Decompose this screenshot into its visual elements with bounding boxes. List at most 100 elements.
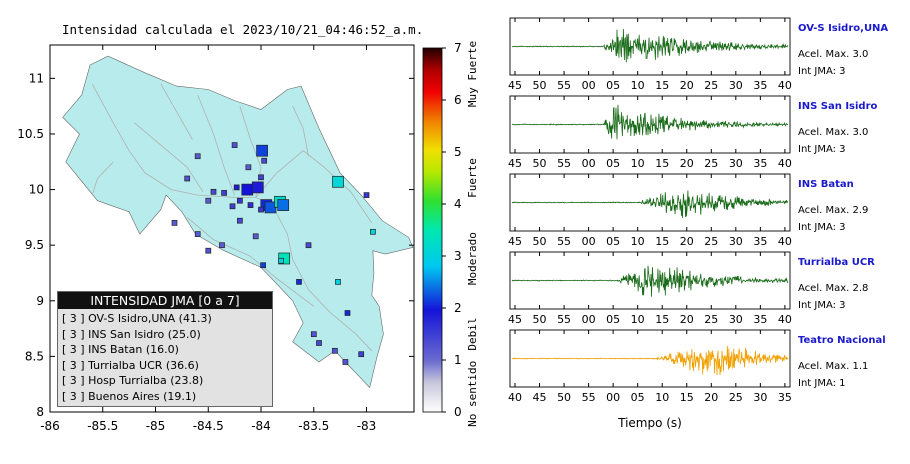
station-marker [332, 175, 344, 188]
legend-item: [ 3 ] Turrialba UCR (36.6) [62, 358, 199, 372]
y-tick-label: 8 [36, 405, 44, 419]
waveform-tick-label: 10 [631, 157, 645, 170]
waveform-tick-label: 10 [631, 313, 645, 326]
waveform-trace [511, 190, 789, 219]
waveform-tick-label: 35 [778, 391, 792, 404]
station-marker [278, 257, 284, 264]
station-name: OV-S Isidro,UNA [798, 23, 889, 34]
colorbar-tick-label: 2 [454, 301, 462, 315]
legend-item: [ 3 ] OV-S Isidro,UNA (41.3) [62, 312, 212, 325]
waveform-tick-label: 00 [582, 313, 596, 326]
waveform-tick-label: 40 [778, 157, 792, 170]
waveform-tick-label: 25 [704, 235, 718, 248]
waveform-tick-label: 45 [533, 391, 547, 404]
waveform-tick-label: 50 [533, 157, 547, 170]
waveform-tick-label: 40 [778, 235, 792, 248]
station-marker [229, 203, 236, 210]
station-max-accel: Acel. Max. 3.0 [798, 127, 869, 138]
waveform-tick-label: 35 [753, 79, 767, 92]
colorbar-label: No sentido [466, 361, 479, 427]
road-line [91, 83, 272, 205]
legend-item: [ 3 ] INS San Isidro (25.0) [62, 327, 201, 341]
waveform-panel: 45 50 55 00 05 10 15 20 25 30 35 40 45 50 55 00 05 10 15 20… [490, 0, 910, 460]
waveform-tick-label: 30 [729, 235, 743, 248]
station-name: Teatro Nacional [798, 335, 886, 346]
waveform-tick-label: 50 [533, 79, 547, 92]
waveform-tick-label: 25 [704, 79, 718, 92]
station-marker [171, 220, 178, 226]
colorbar-ticks: 0 1 2 3 4 5 6 7 [442, 41, 462, 419]
waveform-tick-label: 40 [508, 391, 522, 404]
waveform-tick-label: 05 [631, 391, 645, 404]
station-marker [219, 242, 225, 249]
waveform-tick-label: 20 [680, 313, 694, 326]
waveform-tick-label: 00 [582, 235, 596, 248]
waveform-tick-label: 55 [557, 79, 571, 92]
station-marker [245, 164, 252, 171]
colorbar-tick-label: 0 [454, 405, 462, 419]
station-marker [256, 144, 268, 157]
waveform-tick-label: 15 [655, 157, 669, 170]
station-name: INS Batan [798, 179, 854, 190]
waveform-tick-label: 40 [778, 313, 792, 326]
station-marker [358, 351, 365, 358]
station-marker [342, 359, 349, 365]
station-marker [258, 206, 264, 213]
waveform-tick-label: 55 [557, 235, 571, 248]
waveform-tick-label: 35 [753, 157, 767, 170]
station-marker [296, 279, 302, 285]
station-marker [260, 262, 266, 269]
station-max-accel: Acel. Max. 2.8 [798, 283, 869, 294]
waveform-tick-label: 25 [704, 157, 718, 170]
station-marker [233, 184, 240, 191]
waveform-tick-label: 20 [704, 391, 718, 404]
y-tick-label: 8.5 [25, 349, 44, 363]
waveform-tick-label: 15 [655, 79, 669, 92]
waveform-tick-label: 50 [557, 391, 571, 404]
station-marker [335, 279, 341, 285]
road-line [186, 217, 315, 307]
station-marker [194, 153, 201, 160]
y-tick-label: 10 [29, 183, 44, 197]
y-tick-label: 9.5 [25, 238, 44, 252]
station-marker [231, 142, 238, 148]
waveform-trace [511, 265, 789, 297]
waveform-tick-label: 00 [582, 157, 596, 170]
waveform-tick-label: 15 [680, 391, 694, 404]
station-marker [370, 228, 376, 235]
waveform-tick-label: 45 [508, 235, 522, 248]
waveform-tick-label: 20 [680, 79, 694, 92]
legend-item: [ 3 ] Hosp Turrialba (23.8) [62, 374, 204, 387]
waveform-tick-label: 15 [655, 235, 669, 248]
station-marker [205, 197, 212, 204]
station-marker [310, 331, 317, 338]
station-marker [237, 197, 243, 204]
colorbar-tick-label: 4 [454, 197, 462, 211]
station-marker [194, 231, 201, 237]
waveform-tick-label: 05 [606, 313, 620, 326]
station-jma-intensity: Int JMA: 1 [798, 378, 846, 389]
map-title: Intensidad calculada el 2023/10/21_04:46… [62, 22, 424, 37]
station-marker [251, 181, 264, 194]
station-marker [261, 157, 268, 164]
x-tick-label: -85.5 [87, 419, 118, 433]
waveform-tick-label: 10 [631, 79, 645, 92]
road-line [271, 203, 373, 352]
station-marker [252, 233, 259, 240]
station-max-accel: Acel. Max. 3.0 [798, 49, 869, 60]
station-jma-intensity: Int JMA: 3 [798, 222, 846, 233]
legend-title: INTENSIDAD JMA [0 a 7] [58, 292, 272, 309]
station-max-accel: Acel. Max. 1.1 [798, 361, 869, 372]
waveform-charts: 45 50 55 00 05 10 15 20 25 30 35 40 45 50 55 00 05 10 15 20… [508, 17, 792, 430]
waveform-tick-label: 45 [508, 79, 522, 92]
colorbar-label: Fuerte [466, 158, 479, 198]
waveform-tick-label: 30 [729, 313, 743, 326]
road-line [292, 106, 309, 157]
x-tick-label: -83.5 [298, 419, 329, 433]
road-line [197, 94, 235, 196]
colorbar-tick-label: 1 [454, 353, 462, 367]
waveform-tick-label: 30 [729, 79, 743, 92]
waveform-tick-label: 00 [606, 391, 620, 404]
x-tick-label: -86 [40, 419, 60, 433]
station-name: INS San Isidro [798, 101, 878, 112]
